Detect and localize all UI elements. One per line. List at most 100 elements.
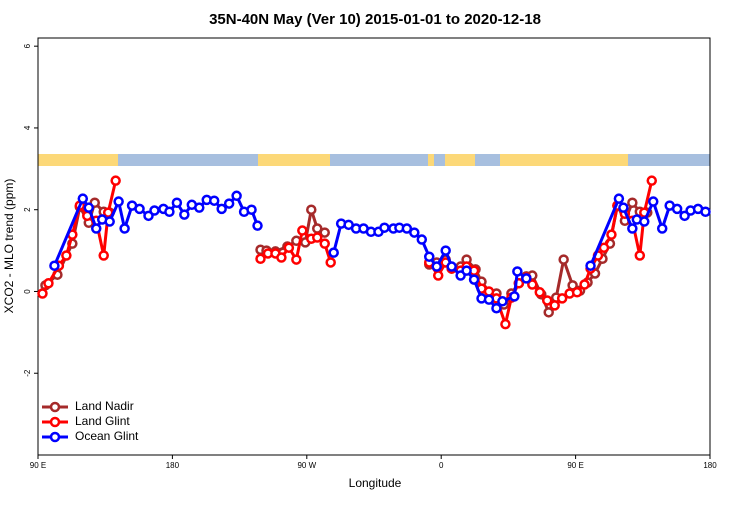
data-point [255, 253, 266, 265]
data-point [223, 198, 235, 209]
data-point [671, 203, 683, 215]
x-tick-label: 90 W [297, 461, 316, 470]
data-point [110, 175, 121, 186]
data-point [700, 206, 711, 217]
x-tick-label: 0 [439, 461, 444, 470]
data-point [627, 197, 638, 209]
data-point [43, 278, 54, 289]
data-point [634, 250, 646, 261]
data-point [500, 318, 511, 330]
land-band [258, 154, 330, 166]
data-point [446, 261, 457, 272]
x-tick-label: 90 E [30, 461, 46, 470]
data-point [216, 203, 227, 215]
data-point [521, 273, 532, 284]
data-point [83, 202, 95, 213]
legend-label: Ocean Glint [75, 429, 139, 443]
data-point [585, 260, 596, 271]
data-point [409, 227, 420, 238]
legend-marker [49, 416, 61, 428]
data-point [534, 287, 546, 298]
data-point [527, 279, 538, 290]
legend-label: Land Glint [75, 414, 130, 428]
data-point [440, 245, 451, 256]
data-point [639, 216, 650, 227]
data-point [656, 223, 668, 234]
chart-title: 35N-40N May (Ver 10) 2015-01-01 to 2020-… [209, 11, 541, 28]
data-point [424, 251, 435, 262]
data-point [558, 254, 569, 265]
legend-marker [49, 431, 61, 443]
y-tick-label: -2 [23, 369, 32, 377]
legend-label: Land Nadir [75, 399, 134, 413]
x-axis-label: Longitude [349, 476, 402, 490]
data-point [37, 288, 48, 299]
land-band [38, 154, 118, 166]
plot-frame [37, 37, 711, 456]
data-point [208, 195, 220, 206]
land-band [500, 154, 628, 166]
x-tick-label: 90 E [567, 461, 583, 470]
data-point [312, 232, 323, 243]
data-point [461, 265, 472, 276]
data-point [468, 274, 480, 285]
legend-marker [49, 401, 61, 413]
data-point [49, 260, 60, 271]
data-point [276, 252, 287, 263]
data-point [61, 250, 72, 261]
data-point [306, 204, 317, 215]
x-tick-label: 180 [703, 461, 717, 470]
data-point [149, 205, 160, 216]
data-point [171, 197, 183, 209]
data-point [325, 257, 336, 268]
y-tick-label: 4 [23, 125, 32, 130]
data-point [401, 223, 413, 234]
land-ocean-band [38, 154, 710, 166]
data-point [179, 209, 190, 220]
data-point [627, 223, 638, 234]
data-point [416, 234, 428, 245]
x-tick-label: 180 [166, 461, 180, 470]
data-point [379, 222, 390, 233]
data-point [98, 250, 109, 261]
data-point [77, 193, 89, 204]
data-point [598, 242, 610, 253]
land-band [445, 154, 475, 166]
land-band [428, 154, 434, 166]
data-point [483, 286, 495, 297]
data-point [194, 202, 205, 213]
y-tick-label: 6 [23, 43, 32, 48]
data-point [556, 293, 568, 304]
data-point [431, 261, 442, 272]
data-point [512, 266, 523, 277]
data-point [291, 254, 302, 265]
data-point [618, 202, 629, 213]
data-point [497, 296, 508, 307]
data-point [113, 196, 124, 207]
data-point [319, 238, 330, 249]
data-point [231, 190, 242, 202]
data-point [283, 242, 295, 253]
data-point [571, 287, 583, 298]
data-point [491, 302, 502, 314]
data-point [252, 220, 263, 231]
data-point [541, 295, 553, 306]
data-point [509, 291, 520, 302]
y-tick-label: 0 [23, 289, 32, 294]
data-point [328, 247, 339, 258]
data-point [483, 294, 495, 305]
data-point [646, 175, 658, 186]
data-point [549, 300, 560, 311]
y-tick-label: 2 [23, 207, 32, 212]
data-point [90, 223, 102, 234]
data-point [613, 193, 625, 204]
data-point [432, 270, 444, 281]
data-point [579, 279, 590, 290]
y-axis-label: XCO2 - MLO trend (ppm) [2, 179, 16, 314]
data-point [104, 216, 115, 227]
data-point [119, 223, 130, 234]
data-point [297, 225, 308, 236]
data-point [246, 204, 257, 215]
data-point [164, 206, 175, 217]
